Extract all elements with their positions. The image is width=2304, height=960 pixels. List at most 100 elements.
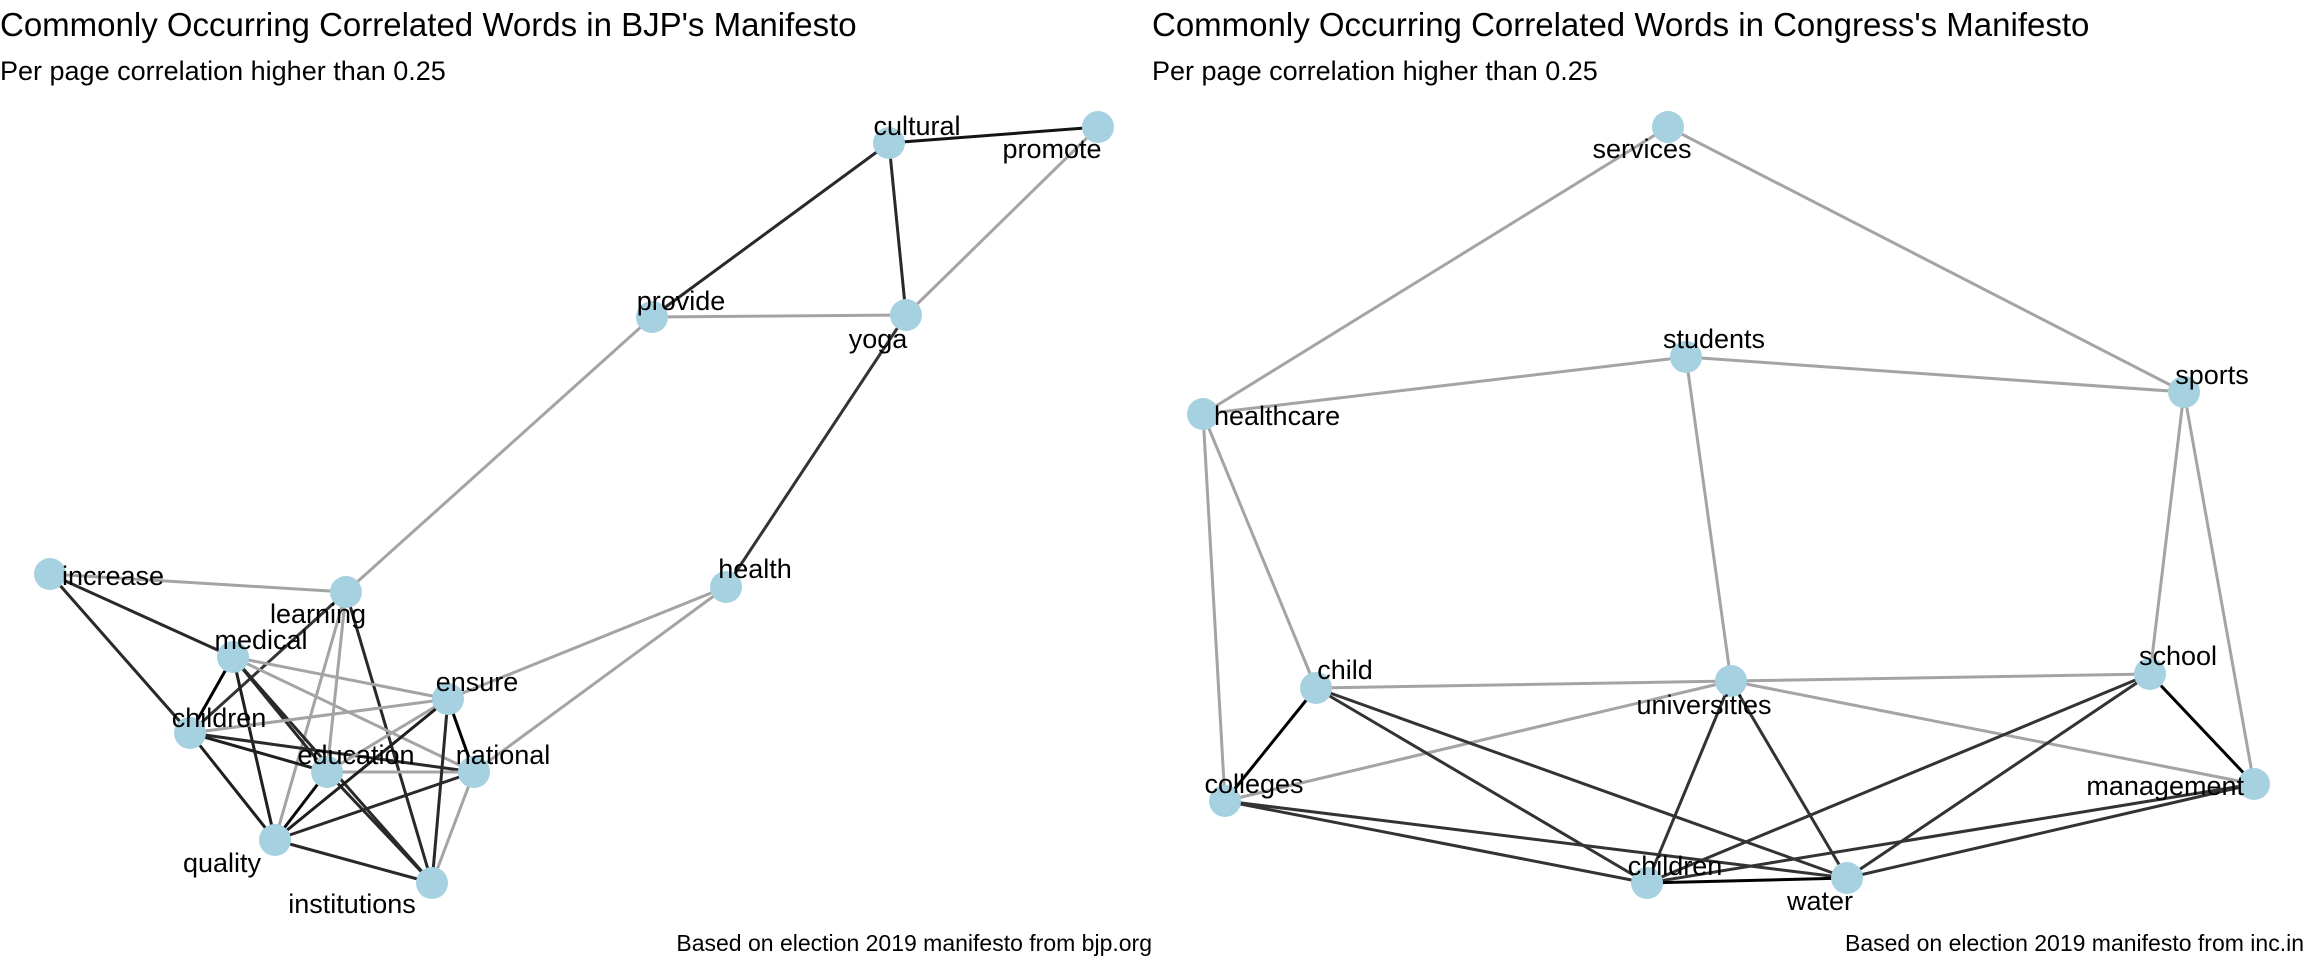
edge-increase-children (48, 572, 192, 735)
label-layer: services students healthcare sports child uni… (1204, 134, 2248, 916)
node-education (311, 756, 343, 788)
node-sports (2168, 376, 2200, 408)
edge-universities-water (1729, 679, 1849, 880)
node-label-yoga: yoga (849, 324, 909, 354)
node-students (1670, 341, 1702, 373)
edge-layer (48, 125, 1100, 885)
edge-children-ensure (188, 697, 450, 735)
edge-children-education (188, 731, 329, 774)
node-label-increase: increase (62, 561, 164, 591)
edge-child-colleges (1223, 686, 1318, 803)
edge-healthcare-child (1201, 412, 1318, 690)
edge-students-universities (1684, 355, 1733, 683)
node-layer (1187, 111, 2270, 899)
label-layer: cultural promote provide yoga health increase… (62, 111, 1102, 919)
edge-learning-education (325, 590, 348, 774)
edge-learning-institutions (344, 590, 434, 885)
node-label-water: water (1786, 886, 1853, 916)
edge-management-children (1645, 782, 2256, 885)
edge-yoga-health (724, 313, 908, 589)
edge-medical-quality (231, 655, 277, 842)
node-layer (34, 111, 1114, 899)
node-label-learning: learning (270, 599, 366, 629)
edge-medical-ensure (231, 655, 450, 701)
panel-caption: Based on election 2019 manifesto from in… (1845, 930, 2304, 956)
node-label-health: health (718, 554, 792, 584)
node-colleges (1209, 785, 1241, 817)
edge-layer (1201, 125, 2256, 885)
node-child (1300, 672, 1332, 704)
edge-medical-national (231, 655, 476, 774)
edge-services-healthcare (1201, 125, 1670, 416)
node-label-institutions: institutions (288, 889, 416, 919)
node-medical (217, 641, 249, 673)
node-label-management: management (2086, 771, 2244, 801)
node-label-school: school (2139, 641, 2217, 671)
edge-children-water (1645, 876, 1849, 885)
node-management (2238, 768, 2270, 800)
edge-increase-medical (48, 572, 235, 659)
edge-education-institutions (325, 770, 434, 885)
edge-students-healthcare (1201, 355, 1688, 416)
panel-title: Commonly Occurring Correlated Words in B… (0, 6, 857, 43)
node-increase (34, 558, 66, 590)
edge-child-water (1314, 686, 1849, 880)
node-institutions (416, 867, 448, 899)
node-label-promote: promote (1002, 134, 1101, 164)
node-label-children: children (1628, 851, 1723, 881)
node-label-quality: quality (183, 848, 262, 878)
edge-universities-children (1645, 679, 1733, 885)
node-label-sports: sports (2175, 360, 2249, 390)
node-label-universities: universities (1636, 690, 1771, 720)
node-label-students: students (1663, 324, 1765, 354)
edge-ensure-institutions (430, 697, 450, 885)
bjp-network-panel: Commonly Occurring Correlated Words in B… (0, 6, 1152, 956)
edge-provide-learning (344, 315, 654, 594)
panel-subtitle: Per page correlation higher than 0.25 (0, 56, 446, 86)
node-cultural (873, 127, 905, 159)
edge-cultural-yoga (887, 141, 908, 317)
edge-students-sports (1684, 355, 2186, 394)
edge-services-sports (1666, 125, 2186, 394)
node-label-education: education (297, 740, 414, 770)
edge-national-institutions (430, 770, 476, 885)
edge-colleges-water (1223, 799, 1849, 880)
node-ensure (432, 683, 464, 715)
node-provide (636, 301, 668, 333)
edge-school-management (2148, 672, 2256, 786)
edge-children-quality (188, 731, 277, 842)
node-universities (1715, 665, 1747, 697)
edge-school-children (1645, 672, 2152, 885)
edge-management-water (1845, 782, 2256, 880)
edge-promote-yoga (904, 125, 1100, 317)
edge-child-children (1314, 686, 1649, 885)
edge-ensure-quality (273, 697, 450, 842)
edge-health-ensure (446, 585, 728, 701)
node-quality (259, 824, 291, 856)
node-promote (1082, 111, 1114, 143)
edge-cultural-provide (650, 141, 891, 319)
edge-education-ensure (325, 697, 450, 774)
node-healthcare (1187, 398, 1219, 430)
panel-subtitle: Per page correlation higher than 0.25 (1152, 56, 1598, 86)
node-water (1831, 862, 1863, 894)
edge-children-national (188, 731, 476, 774)
node-health (710, 571, 742, 603)
node-label-children: children (172, 703, 267, 733)
node-national (458, 756, 490, 788)
node-label-medical: medical (214, 625, 307, 655)
node-label-ensure: ensure (436, 667, 519, 697)
node-label-services: services (1592, 134, 1691, 164)
edge-child-universities (1314, 679, 1733, 690)
edge-colleges-children (1223, 799, 1649, 885)
node-label-healthcare: healthcare (1214, 401, 1340, 431)
edge-universities-school (1729, 672, 2152, 683)
node-learning (330, 576, 362, 608)
panel-caption: Based on election 2019 manifesto from bj… (676, 930, 1152, 956)
edge-health-national (472, 585, 728, 774)
edge-sports-management (2182, 390, 2256, 786)
node-label-provide: provide (637, 286, 726, 316)
node-label-child: child (1317, 655, 1373, 685)
node-yoga (890, 299, 922, 331)
node-services (1652, 111, 1684, 143)
